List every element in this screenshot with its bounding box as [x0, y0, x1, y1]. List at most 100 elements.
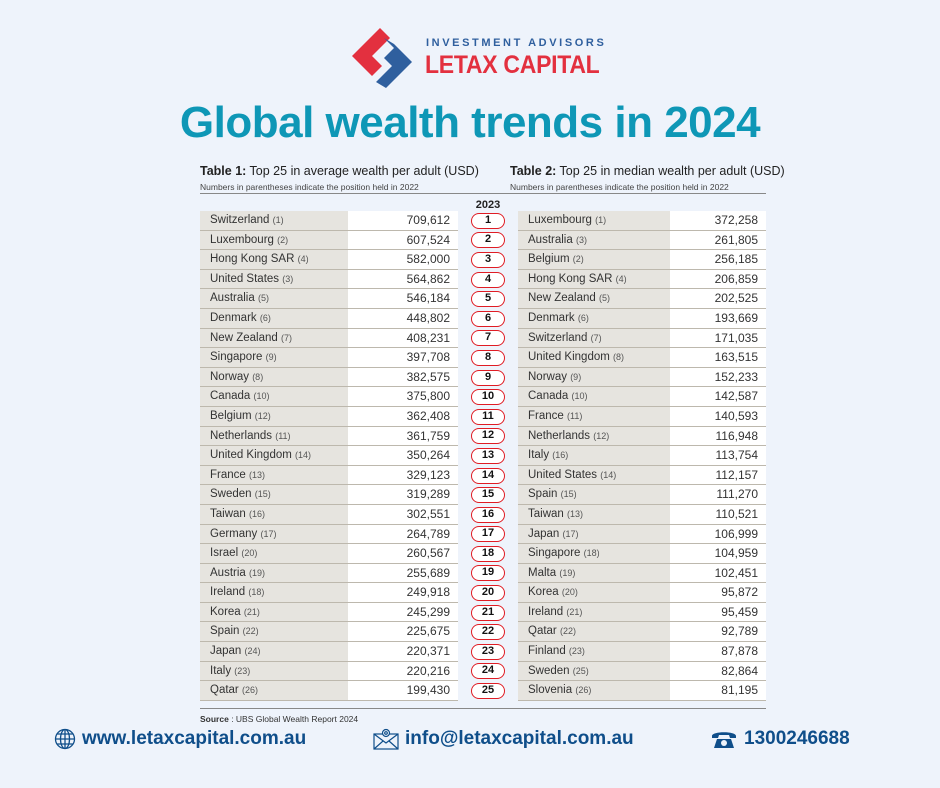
- rank-number: 22: [471, 624, 505, 641]
- table2-median-wealth: Luxembourg (1) 372,258 Australia (3) 261,80…: [518, 211, 766, 701]
- rank-badge: 1: [466, 211, 510, 231]
- prior-rank: (1): [272, 215, 284, 225]
- country-name: Australia: [528, 233, 573, 246]
- prior-rank: (17): [260, 528, 277, 539]
- country-name: Singapore: [528, 547, 581, 560]
- globe-icon: [54, 728, 76, 750]
- header-divider: [200, 193, 766, 194]
- rank-number: 23: [471, 643, 505, 660]
- table-row: Spain (22) 225,675: [200, 622, 458, 643]
- brand-name: LETAX CAPITAL: [425, 51, 600, 79]
- prior-rank: (23): [568, 646, 585, 657]
- wealth-value: 142,587: [670, 387, 766, 406]
- prior-rank: (20): [561, 587, 578, 598]
- country-name: Netherlands: [528, 429, 591, 442]
- table-row: Spain (15) 111,270: [518, 485, 766, 505]
- country-cell: Netherlands (12): [518, 426, 670, 446]
- wealth-value: 95,459: [670, 602, 766, 622]
- rank-badge: 2: [466, 231, 510, 251]
- rank-badge: 23: [466, 642, 510, 662]
- country-name: Sweden: [528, 664, 570, 677]
- country-name: United Kingdom: [210, 449, 292, 462]
- country-name: Italy: [528, 449, 550, 462]
- prior-rank: (6): [577, 312, 589, 323]
- email-link[interactable]: info@letaxcapital.com.au: [373, 728, 634, 750]
- rank-badge: 7: [466, 329, 510, 349]
- country-cell: Germany (17): [200, 524, 348, 544]
- country-cell: France (13): [200, 465, 348, 485]
- wealth-value: 106,999: [670, 524, 766, 544]
- prior-rank: (25): [572, 665, 589, 676]
- table-row: New Zealand (7) 408,231: [200, 328, 458, 349]
- rank-number: 16: [471, 506, 505, 523]
- country-cell: New Zealand (5): [518, 289, 670, 308]
- brand-logo: INVESTMENT ADVISORS LETAX CAPITAL: [352, 24, 604, 88]
- table-row: Singapore (18) 104,959: [518, 544, 766, 564]
- country-name: Denmark: [210, 311, 257, 324]
- prior-rank: (7): [590, 332, 602, 343]
- country-name: Netherlands: [210, 429, 273, 442]
- country-name: United Kingdom: [528, 351, 610, 364]
- wealth-value: 152,233: [670, 367, 766, 387]
- table-row: Belgium (2) 256,185: [518, 250, 766, 270]
- prior-rank: (13): [567, 508, 584, 519]
- prior-rank: (4): [615, 273, 627, 284]
- country-name: Belgium: [210, 409, 252, 422]
- rank-badge: 19: [466, 564, 510, 584]
- wealth-value: 329,123: [348, 465, 458, 485]
- table-row: Luxembourg (2) 607,524: [200, 230, 458, 251]
- table-row: Korea (21) 245,299: [200, 602, 458, 623]
- rank-badge: 10: [466, 387, 510, 407]
- prior-rank: (9): [265, 352, 277, 363]
- table-row: Denmark (6) 193,669: [518, 308, 766, 329]
- table-row: Austria (19) 255,689: [200, 563, 458, 584]
- country-cell: Italy (23): [200, 661, 348, 681]
- phone-link[interactable]: 1300246688: [710, 728, 850, 750]
- table-row: Taiwan (16) 302,551: [200, 504, 458, 525]
- country-cell: Ireland (21): [518, 602, 670, 622]
- table-row: Germany (17) 264,789: [200, 524, 458, 545]
- country-name: Italy: [210, 664, 232, 677]
- prior-rank: (2): [277, 234, 289, 245]
- country-name: Korea: [528, 586, 559, 599]
- country-name: Taiwan: [528, 507, 564, 520]
- wealth-value: 264,789: [348, 524, 458, 544]
- wealth-value: 245,299: [348, 602, 458, 622]
- wealth-value: 319,289: [348, 485, 458, 504]
- country-name: France: [210, 468, 246, 481]
- country-name: Norway: [528, 370, 567, 383]
- prior-rank: (19): [249, 567, 266, 578]
- wealth-value: 709,612: [348, 211, 458, 230]
- country-name: Austria: [210, 566, 246, 579]
- page-title: Global wealth trends in 2024: [179, 98, 761, 147]
- envelope-icon: [373, 728, 399, 750]
- country-name: Spain: [528, 488, 558, 501]
- wealth-value: 362,408: [348, 406, 458, 426]
- telephone-icon: [712, 732, 736, 748]
- country-name: France: [528, 409, 564, 422]
- country-cell: Malta (19): [518, 563, 670, 583]
- rank-number: 17: [471, 526, 505, 543]
- country-name: Australia: [210, 292, 255, 305]
- table-row: Malta (19) 102,451: [518, 563, 766, 584]
- table1-title-label: Table 1:: [200, 164, 247, 178]
- country-name: Qatar: [528, 625, 557, 638]
- table-row: Qatar (26) 199,430: [200, 681, 458, 701]
- prior-rank: (24): [244, 646, 261, 657]
- table-row: Netherlands (11) 361,759: [200, 426, 458, 447]
- wealth-value: 397,708: [348, 348, 458, 367]
- source-label: Source: [200, 714, 229, 724]
- wealth-value: 382,575: [348, 367, 458, 387]
- table-row: Switzerland (7) 171,035: [518, 328, 766, 349]
- country-name: Hong Kong SAR: [528, 272, 613, 285]
- table-row: United States (14) 112,157: [518, 465, 766, 486]
- country-cell: Qatar (22): [518, 622, 670, 642]
- rank-number: 14: [471, 467, 505, 484]
- prior-rank: (26): [241, 685, 258, 696]
- country-cell: United Kingdom (8): [518, 348, 670, 367]
- rank-column: 1 2 3 4 5 6 7 8 9 10 11 12 13 14 15 16 17 18 19 20 21 22 23 24 2…: [466, 211, 510, 701]
- country-cell: Belgium (2): [518, 250, 670, 269]
- website-link[interactable]: www.letaxcapital.com.au: [54, 728, 306, 750]
- table-row: Japan (17) 106,999: [518, 524, 766, 545]
- country-name: United States: [210, 272, 280, 285]
